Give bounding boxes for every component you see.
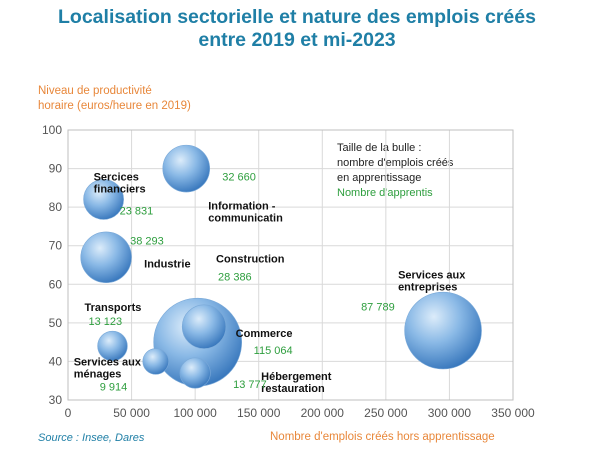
- bubble-name-label: Sercices: [94, 171, 139, 183]
- x-tick-label: 300 000: [428, 406, 472, 420]
- y-tick-label: 40: [49, 354, 63, 368]
- bubble-name-label: Services aux: [74, 356, 142, 368]
- bubble: [162, 144, 210, 193]
- y-tick-label: 50: [49, 316, 63, 330]
- bubble-value-label: 32 660: [222, 172, 256, 184]
- x-tick-label: 200 000: [301, 406, 345, 420]
- y-tick-label: 60: [49, 277, 63, 291]
- bubble-name-label: Transports: [85, 302, 142, 314]
- bubble-name-label: Services aux: [398, 270, 466, 282]
- bubble-name-label: entreprises: [398, 282, 457, 294]
- y-tick-label: 70: [49, 239, 63, 253]
- legend-line: nombre d'emplois créés: [337, 157, 454, 169]
- y-axis-label: Niveau de productivité horaire (euros/he…: [38, 84, 191, 114]
- y-axis-label-line: horaire (euros/heure en 2019): [38, 100, 191, 112]
- bubble: [80, 231, 132, 283]
- y-tick-label: 80: [49, 200, 63, 214]
- bubble-name-label: restauration: [261, 383, 325, 395]
- bubble: [142, 348, 169, 375]
- bubble: [179, 357, 211, 389]
- bubble-value-label: 13 777: [233, 379, 267, 391]
- legend-green-line: Nombre d'apprentis: [337, 187, 433, 199]
- bubble-value-label: 87 789: [361, 302, 395, 314]
- bubble-name-label: financiers: [94, 183, 146, 195]
- plot-border: [67, 129, 514, 401]
- bubble-value-label: 28 386: [218, 272, 252, 284]
- chart-title: Localisation sectorielle et nature des e…: [0, 6, 594, 52]
- x-tick-label: 150 000: [237, 406, 281, 420]
- bubble-name-label: ménages: [74, 368, 122, 380]
- x-tick-label: 250 000: [364, 406, 408, 420]
- bubble-name-label: Industrie: [144, 258, 190, 270]
- bubble-name-label: Construction: [216, 254, 285, 266]
- bubble-name-label: Commerce: [236, 328, 293, 340]
- y-tick-label: 90: [49, 162, 63, 176]
- bubble-name-label: Hébergement: [261, 371, 332, 383]
- x-tick-label: 350 000: [491, 406, 535, 420]
- x-tick-label: 100 000: [173, 406, 217, 420]
- bubble-value-label: 23 831: [120, 205, 154, 217]
- x-tick-label: 0: [65, 406, 72, 420]
- bubble-name-label: Information -: [208, 201, 276, 213]
- bubble: [83, 179, 124, 220]
- y-tick-label: 100: [42, 123, 62, 137]
- y-axis-label-line: Niveau de productivité: [38, 85, 152, 97]
- bubble-value-label: 9 914: [100, 381, 128, 393]
- chart-title-line: entre 2019 et mi-2023: [198, 29, 396, 51]
- bubble-value-label: 38 293: [130, 235, 164, 247]
- bubble: [404, 291, 482, 370]
- bubble: [97, 330, 128, 362]
- legend-line: Taille de la bulle :: [337, 142, 422, 154]
- bubble: [181, 304, 227, 349]
- x-tick-label: 50 000: [113, 406, 150, 420]
- bubble-size-legend: Taille de la bulle : nombre d'emplois cr…: [337, 141, 453, 201]
- bubble-name-label: communicatin: [208, 213, 283, 225]
- source-note: Source : Insee, Dares: [38, 432, 145, 444]
- x-axis-label: Nombre d'emplois créés hors apprentissag…: [270, 431, 495, 443]
- bubble-value-label: 13 123: [89, 316, 123, 328]
- bubble-value-label: 115 064: [254, 345, 293, 357]
- chart-title-line: Localisation sectorielle et nature des e…: [58, 6, 536, 28]
- y-tick-label: 30: [49, 393, 63, 407]
- legend-line: en apprentissage: [337, 172, 422, 184]
